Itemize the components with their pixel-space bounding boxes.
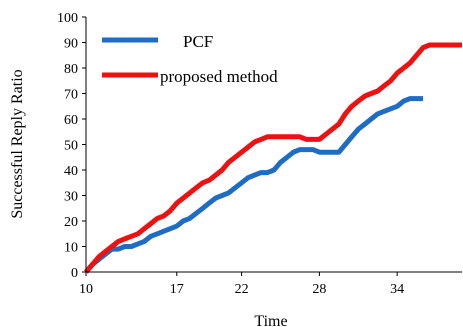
x-tick-label: 34 xyxy=(390,282,404,297)
y-tick-label: 10 xyxy=(64,241,78,256)
y-tick-label: 40 xyxy=(64,164,78,179)
x-tick-label: 17 xyxy=(170,282,184,297)
y-tick-label: 60 xyxy=(64,113,78,128)
x-tick-label: 28 xyxy=(312,282,326,297)
y-axis-ticks: 0 10 20 30 40 50 60 70 80 90 100 xyxy=(57,11,86,281)
x-axis-ticks: 10 17 22 28 34 xyxy=(79,272,404,297)
legend-label-pcf: PCF xyxy=(183,32,213,51)
y-tick-label: 90 xyxy=(64,37,78,52)
x-tick-label: 22 xyxy=(235,282,249,297)
x-axis-label: Time xyxy=(254,313,287,327)
y-tick-label: 50 xyxy=(64,139,78,154)
series-line-pcf xyxy=(84,96,424,274)
y-tick-label: 70 xyxy=(64,88,78,103)
y-tick-label: 20 xyxy=(64,215,78,230)
y-tick-label: 30 xyxy=(64,190,78,205)
series-layer xyxy=(84,42,462,274)
y-tick-label: 0 xyxy=(71,266,78,281)
y-axis-label: Successful Reply Ratio xyxy=(9,69,26,218)
series-line-proposed-method xyxy=(84,42,462,274)
y-tick-label: 100 xyxy=(57,11,78,26)
legend-label-proposed-method: proposed method xyxy=(160,67,278,86)
y-tick-label: 80 xyxy=(64,62,78,77)
legend: PCF proposed method xyxy=(102,32,278,86)
x-tick-label: 10 xyxy=(79,282,93,297)
